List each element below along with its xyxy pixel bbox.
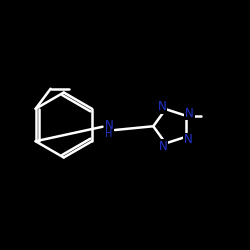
Text: N: N: [185, 107, 194, 120]
Text: N: N: [184, 133, 193, 146]
Text: N: N: [159, 140, 168, 153]
Text: H: H: [105, 129, 112, 139]
Text: N: N: [104, 119, 113, 132]
Text: N: N: [158, 100, 166, 113]
